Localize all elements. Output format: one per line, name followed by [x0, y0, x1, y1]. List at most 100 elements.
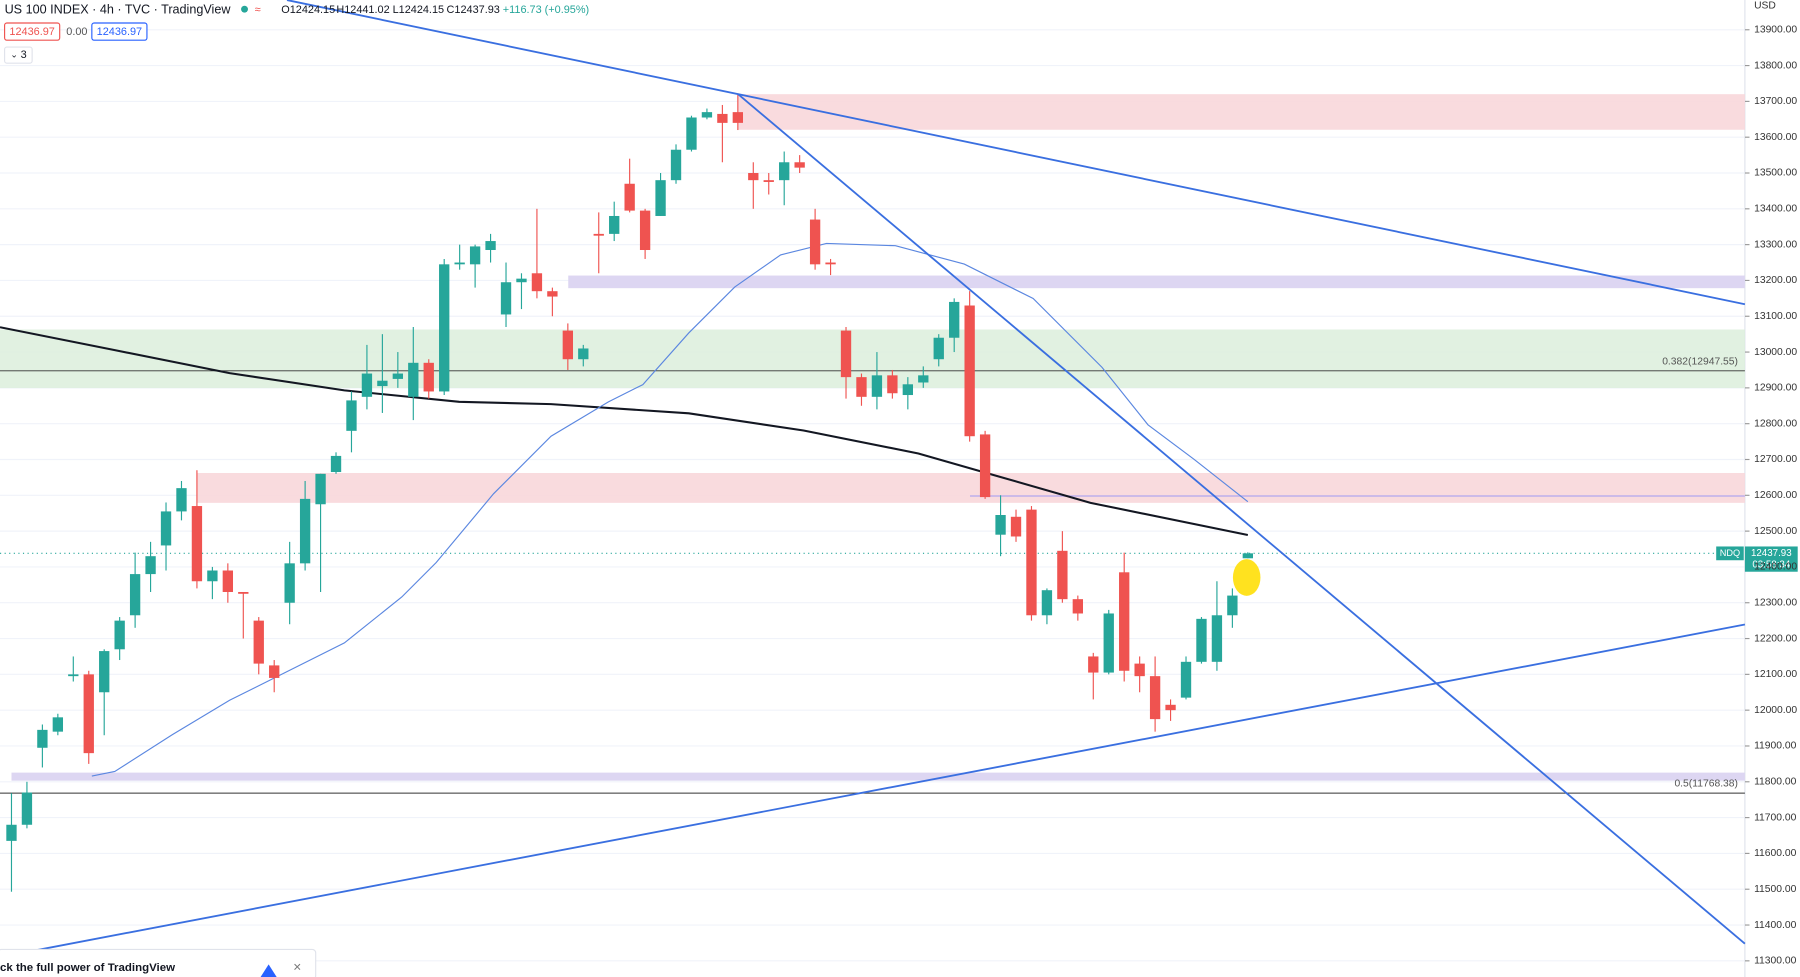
ohlc-close: C12437.93: [447, 4, 500, 16]
buy-price[interactable]: 12436.97: [97, 26, 142, 38]
banner-text[interactable]: ck the full power of TradingView: [0, 962, 175, 974]
ohlc-change: +116.73 (+0.95%): [503, 4, 589, 16]
candle-body: [238, 591, 249, 594]
candle-body: [1211, 615, 1223, 662]
candle-body: [6, 824, 17, 841]
candle-body: [779, 162, 790, 181]
status-dot: [241, 5, 248, 13]
candle-body: [809, 219, 821, 265]
candle-body: [454, 262, 465, 265]
candle-body: [423, 362, 434, 392]
candle-body: [129, 574, 141, 616]
y-tick-label: 13500.00: [1754, 168, 1797, 179]
candle-body: [160, 511, 172, 546]
candle-body: [485, 241, 496, 251]
symbol-title[interactable]: US 100 INDEX · 4h · TVC · TradingView: [5, 3, 232, 17]
symbol-tag: [1716, 546, 1744, 561]
buy-button[interactable]: [91, 22, 148, 41]
highlight: [1232, 559, 1261, 596]
candle-body: [887, 375, 898, 394]
ohlc-high: H12441.02: [336, 4, 389, 16]
banner-close[interactable]: ×: [293, 959, 301, 974]
candle-body: [315, 473, 326, 505]
candle-body: [825, 262, 836, 265]
price-tag-price: 12437.93: [1751, 548, 1792, 559]
candle-body: [1072, 599, 1083, 614]
candle-body: [253, 620, 264, 664]
candle-body: [856, 377, 867, 397]
candle-body: [918, 375, 929, 383]
y-tick-label: 12300.00: [1754, 597, 1797, 608]
candle-body: [207, 570, 218, 582]
candle-body: [1180, 661, 1192, 698]
candle-body: [299, 498, 311, 564]
candle-body: [1134, 663, 1145, 677]
candle-body: [176, 488, 187, 512]
zone: [568, 275, 1745, 289]
price-tag-countdown: 03:58:34: [1752, 559, 1791, 570]
y-tick-label: 11500.00: [1754, 884, 1797, 895]
candle-body: [392, 373, 404, 379]
candle-body: [1227, 595, 1238, 616]
y-tick-label: 13800.00: [1754, 60, 1797, 71]
candle-body: [1103, 613, 1114, 673]
candle-body: [670, 149, 682, 181]
candle-body: [469, 246, 481, 265]
y-tick-label: 11400.00: [1754, 920, 1797, 931]
candle-body: [114, 620, 125, 650]
candle-body: [717, 113, 728, 123]
zone: [11, 772, 1745, 781]
supply-zone: [197, 473, 1745, 503]
supply-zone: [738, 94, 1745, 130]
y-tick-label: 13400.00: [1754, 204, 1797, 215]
candle-body: [1119, 572, 1130, 671]
fast-ma: [91, 242, 1249, 777]
fib-label: 0.382(12947.55): [1662, 356, 1738, 367]
candle-body: [1041, 590, 1053, 616]
candle-body: [748, 173, 759, 181]
y-tick-label: 12800.00: [1754, 418, 1797, 429]
candle-body: [531, 273, 543, 292]
sell-button[interactable]: [4, 22, 61, 41]
y-tick-label: 12500.00: [1754, 526, 1797, 537]
ohlc-low: L12424.15: [393, 4, 444, 16]
candle-body: [964, 305, 975, 437]
candle-body: [593, 233, 604, 236]
trend-line: [286, 0, 1746, 306]
candle-body: [655, 180, 666, 216]
candle-body: [686, 117, 697, 150]
y-tick-label: 11900.00: [1754, 741, 1797, 752]
chevron: ⌄: [10, 50, 18, 60]
candle-body: [21, 792, 33, 825]
candle-body: [284, 563, 295, 603]
y-tick-label: 13600.00: [1754, 132, 1797, 143]
candle-body: [639, 210, 651, 251]
candle-body: [269, 665, 280, 678]
y-tick-label: 12900.00: [1754, 383, 1797, 394]
symbol-tag-text: NDQ: [1720, 548, 1740, 558]
candle-body: [1026, 509, 1037, 616]
currency[interactable]: USD: [1754, 1, 1776, 12]
candle-body: [840, 330, 852, 378]
sell-price[interactable]: 12436.97: [9, 26, 54, 38]
price-axis: [1744, 0, 1800, 977]
y-tick-label: 12200.00: [1754, 633, 1797, 644]
indicators-toggle[interactable]: [4, 46, 33, 64]
spread: 0.00: [66, 26, 87, 38]
y-tick-label: 12400.00: [1754, 562, 1797, 573]
candle-body: [609, 215, 620, 234]
candle-body: [1196, 618, 1207, 662]
candle-body: [222, 570, 234, 592]
y-tick-label: 13700.00: [1754, 96, 1797, 107]
candle-body: [1149, 676, 1161, 720]
banner-icon: [260, 964, 277, 977]
candle-body: [933, 337, 944, 360]
indicator-count[interactable]: 3: [21, 49, 27, 61]
candle-body: [191, 506, 203, 582]
candle-body: [979, 434, 991, 498]
candle-body: [361, 373, 373, 397]
y-tick-label: 13900.00: [1754, 25, 1797, 36]
candle-body: [995, 514, 1006, 535]
banner[interactable]: [0, 948, 317, 977]
